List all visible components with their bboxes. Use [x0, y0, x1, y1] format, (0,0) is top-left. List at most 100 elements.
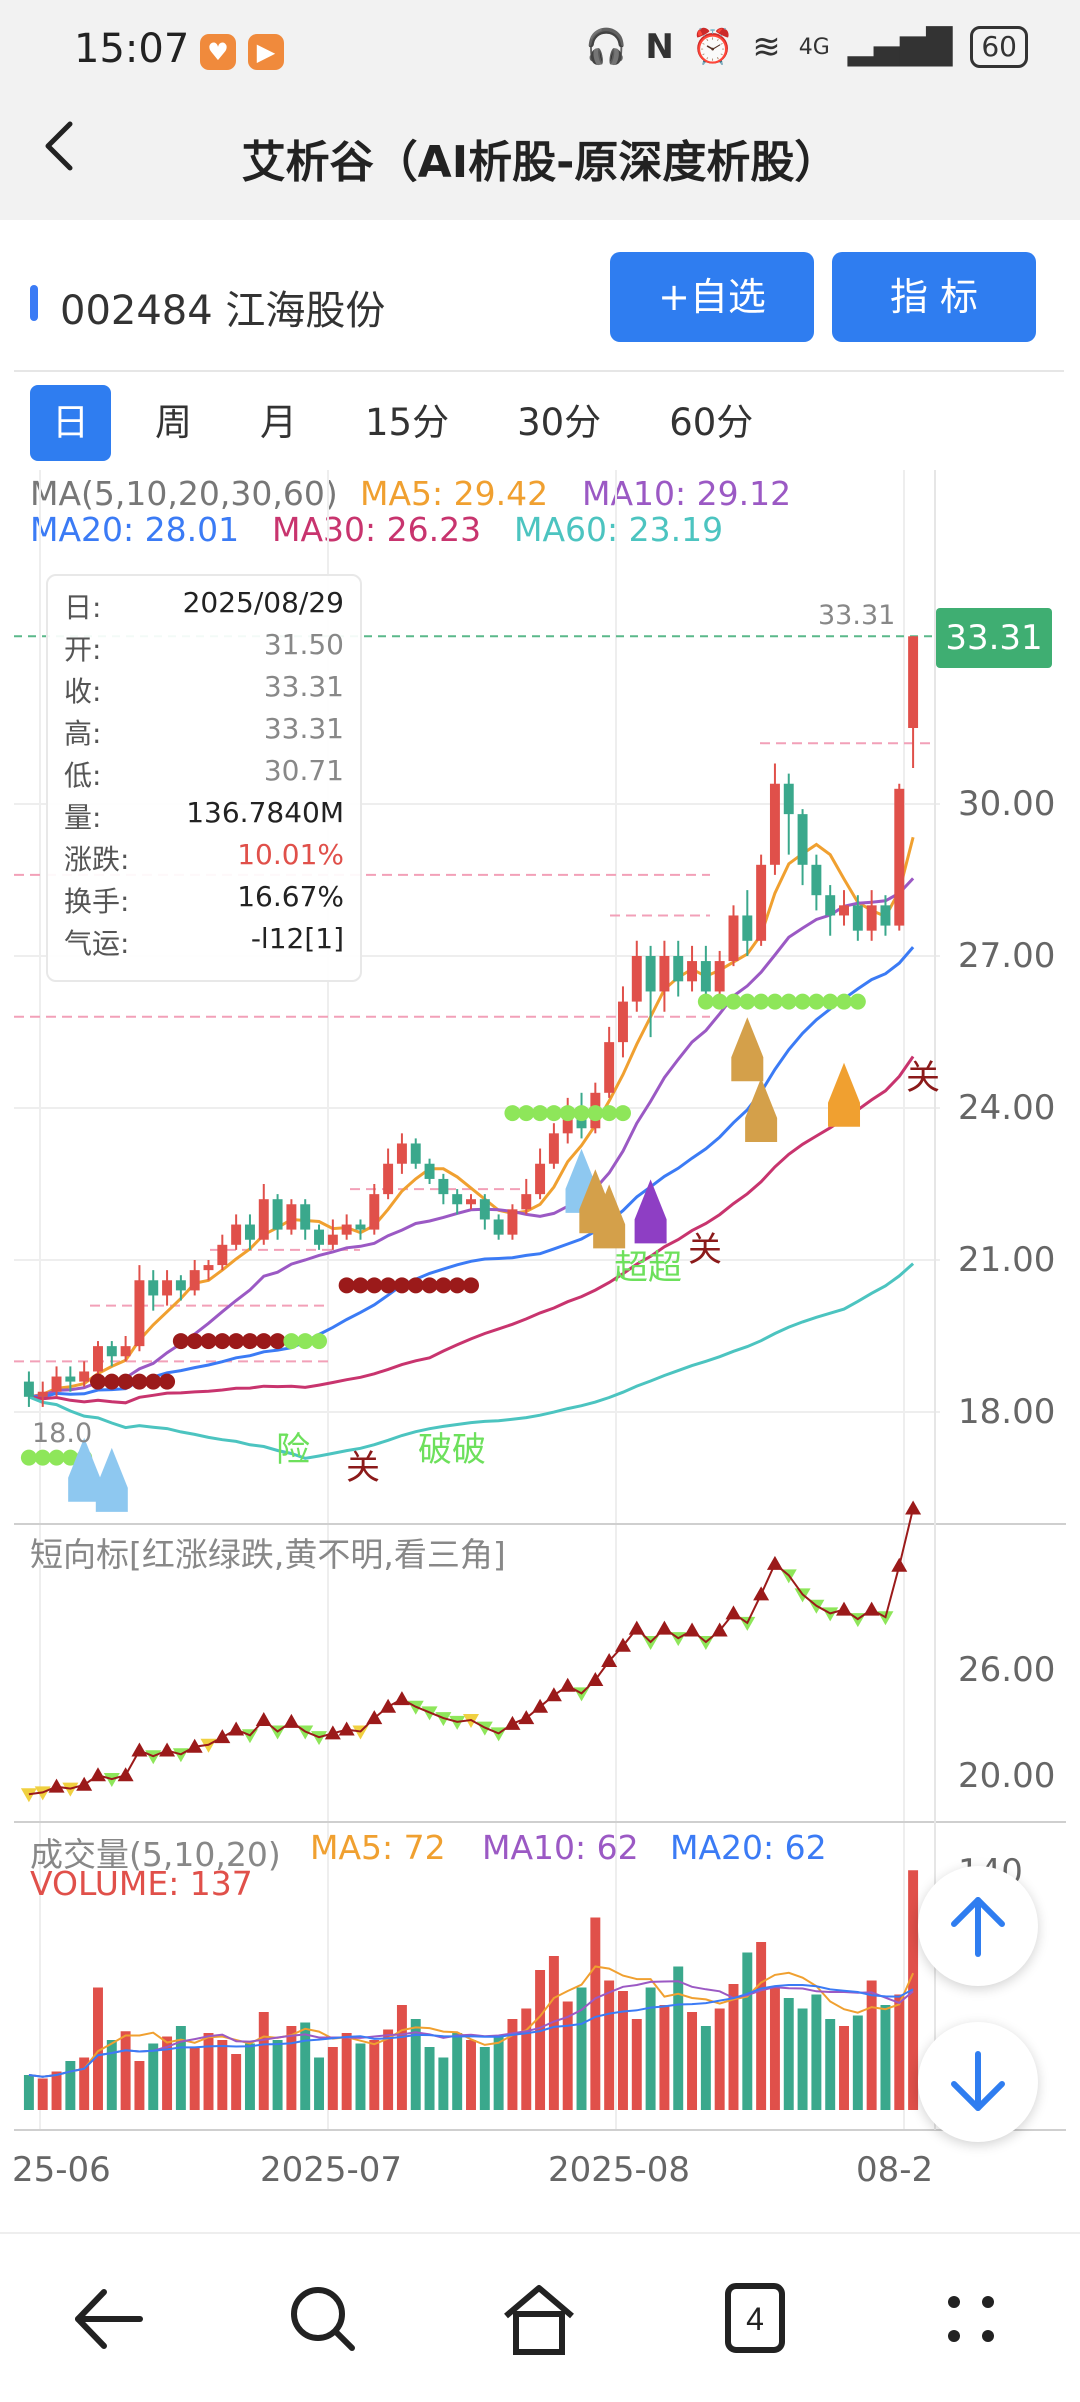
date-axis-label: 25-06	[12, 2150, 111, 2190]
red-signal-dot	[338, 1277, 355, 1294]
volume-bar	[355, 2043, 366, 2110]
volume-bar	[189, 2047, 200, 2110]
green-signal-dot	[518, 1105, 535, 1122]
candle-body	[258, 1199, 269, 1240]
low-price-label: 18.0	[32, 1418, 93, 1449]
volume-bar	[479, 2047, 490, 2110]
volume-bar	[120, 2031, 131, 2110]
nav-back-icon[interactable]	[54, 2264, 164, 2374]
candle-body	[327, 1234, 338, 1245]
volume-bar	[604, 1980, 615, 2110]
volume-bar	[272, 2040, 283, 2110]
date-axis-label: 2025-07	[260, 2150, 403, 2190]
volume-bar	[369, 2040, 380, 2110]
candle-body	[424, 1163, 435, 1179]
battery-icon: 60	[970, 26, 1028, 68]
price-axis-label: 18.00	[958, 1392, 1056, 1432]
volume-bar	[507, 2019, 518, 2110]
volume-bar	[175, 2026, 186, 2110]
tab-15min[interactable]: 15分	[365, 401, 450, 444]
candle-body	[659, 956, 670, 992]
red-signal-dot	[463, 1277, 479, 1294]
ma5-legend: MA5: 29.42	[360, 474, 549, 513]
volume-bar	[839, 2026, 849, 2110]
candle-body	[894, 788, 905, 926]
info-row-high: 高: 33.31	[64, 712, 344, 750]
candle-body	[783, 783, 794, 815]
candle-body	[466, 1199, 476, 1205]
candle-body	[314, 1229, 325, 1245]
signal-risk-label: 险	[276, 1430, 310, 1470]
volume-bar	[562, 2001, 573, 2110]
candle-body	[65, 1376, 76, 1382]
tab-day[interactable]: 日	[30, 385, 111, 461]
red-signal-dot	[352, 1277, 369, 1294]
candle-body	[189, 1270, 200, 1291]
tab-30min[interactable]: 30分	[517, 401, 602, 444]
back-icon[interactable]	[38, 116, 78, 191]
candle-body	[811, 864, 822, 896]
volume-bar	[769, 1987, 780, 2110]
red-signal-dot	[255, 1333, 272, 1350]
vol-ma5-legend: MA5: 72	[310, 1828, 446, 1867]
direction-triangle	[449, 1715, 466, 1730]
candle-body	[79, 1371, 90, 1382]
candle-body	[369, 1194, 380, 1230]
green-signal-dot	[283, 1333, 300, 1350]
red-signal-dot	[117, 1373, 134, 1390]
status-bar: 15:07 ♥ ▶ 🎧 N ⏰ ≋ 4G ▂▄▆█ 60	[0, 0, 1080, 90]
volume-bar	[134, 2061, 145, 2110]
red-signal-dot	[421, 1277, 438, 1294]
candle-body	[700, 961, 711, 992]
volume-bar	[673, 1966, 684, 2110]
volume-bar	[687, 2012, 698, 2110]
nav-home-icon[interactable]	[484, 2264, 594, 2374]
candle-body	[631, 956, 642, 1002]
kline-chart[interactable]	[0, 0, 1080, 2232]
volume-bar	[327, 2047, 338, 2110]
nav-menu-icon[interactable]	[916, 2264, 1026, 2374]
sub2-title: 成交量(5,10,20)	[30, 1835, 281, 1874]
info-row-turnover: 换手: 16.67%	[64, 880, 344, 918]
signal-po-label-2: 破	[452, 1430, 486, 1470]
green-signal-dot	[794, 993, 811, 1010]
volume-bar	[811, 1994, 822, 2110]
nav-search-icon[interactable]	[268, 2264, 378, 2374]
candle-body	[493, 1219, 504, 1235]
tab-60min[interactable]: 60分	[669, 401, 754, 444]
sub1-axis-label: 26.00	[958, 1650, 1056, 1690]
candle-body	[908, 636, 919, 728]
candle-body	[93, 1346, 103, 1372]
volume-legend: VOLUME: 137	[30, 1864, 253, 1903]
candle-body	[769, 783, 780, 865]
volume-bar	[590, 1917, 601, 2110]
red-signal-dot	[435, 1277, 452, 1294]
nav-tabs-icon[interactable]: 4	[700, 2264, 810, 2374]
stock-name: 002484 江海股份	[60, 288, 386, 334]
tab-month[interactable]: 月	[260, 401, 297, 444]
nav-bar: 艾析谷（AI析股-原深度析股）	[0, 90, 1080, 220]
indicator-button[interactable]: 指 标	[832, 252, 1036, 342]
candle-body	[175, 1280, 186, 1291]
scroll-up-button[interactable]	[918, 1866, 1038, 1986]
volume-bar	[410, 2019, 421, 2110]
volume-bar	[825, 2019, 836, 2110]
red-signal-dot	[380, 1277, 397, 1294]
add-watchlist-button[interactable]: +自选	[610, 252, 814, 342]
tab-week[interactable]: 周	[155, 401, 192, 444]
volume-bar	[23, 2075, 34, 2110]
candle-body	[410, 1143, 421, 1164]
green-signal-dot	[725, 993, 742, 1010]
signal-g-marker	[731, 1017, 764, 1082]
signal-g-marker	[593, 1184, 626, 1249]
green-signal-dot	[753, 993, 770, 1010]
signal-icon: ▂▄▆█	[847, 27, 953, 67]
candle-body	[548, 1133, 559, 1164]
candle-body	[148, 1280, 159, 1296]
volume-bar	[783, 1998, 794, 2110]
candle-body	[23, 1381, 34, 1397]
volume-bar	[65, 2061, 76, 2110]
volume-bar	[93, 1987, 103, 2110]
scroll-down-button[interactable]	[918, 2022, 1038, 2142]
candle-body	[797, 814, 808, 865]
